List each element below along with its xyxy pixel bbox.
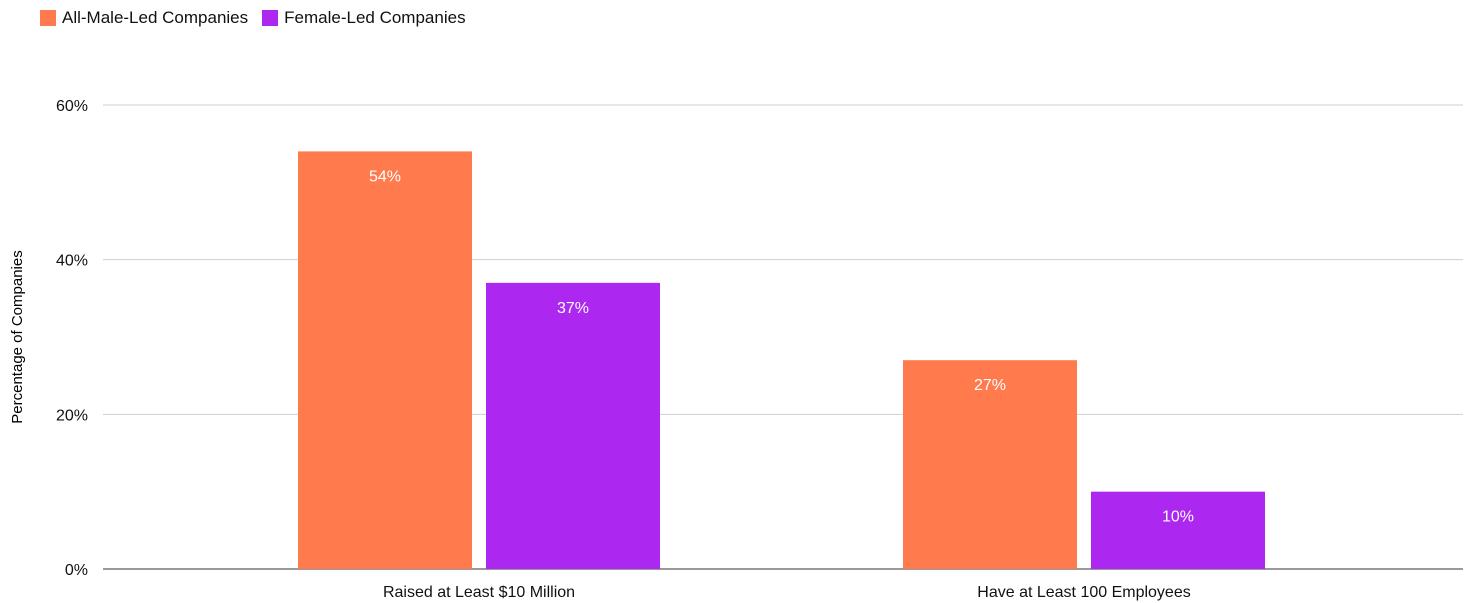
- legend-swatch-all-male-led: [40, 10, 56, 26]
- legend-swatch-female-led: [262, 10, 279, 26]
- legend-label-all-male-led: All-Male-Led Companies: [62, 8, 249, 27]
- data-label: 37%: [557, 300, 589, 317]
- data-label: 10%: [1162, 509, 1194, 526]
- y-tick-label: 40%: [56, 253, 88, 270]
- x-category-label: Have at Least 100 Employees: [977, 584, 1190, 601]
- y-tick-label: 20%: [56, 407, 88, 424]
- bar-all-male-led-1[interactable]: [298, 151, 472, 569]
- bars-layer: [298, 151, 1265, 569]
- legend-label-female-led: Female-Led Companies: [284, 8, 466, 27]
- y-axis-title: Percentage of Companies: [9, 250, 26, 423]
- y-tick-label: 60%: [56, 98, 88, 115]
- grid-layer: 0% 20% 40% 60%: [56, 98, 1463, 579]
- bar-all-male-led-2[interactable]: [903, 360, 1077, 569]
- bar-female-led-1[interactable]: [486, 282, 660, 569]
- bar-female-led-2[interactable]: [1091, 491, 1265, 569]
- legend-item-all-male-led[interactable]: All-Male-Led Companies: [40, 8, 248, 28]
- data-label: 27%: [974, 377, 1006, 394]
- data-label: 54%: [369, 168, 401, 185]
- legend: All-Male-Led Companies Female-Led Compan…: [40, 8, 466, 28]
- y-tick-label: 0%: [65, 562, 88, 579]
- x-category-label: Raised at Least $10 Million: [383, 584, 575, 601]
- labels-layer: 54% 37% Raised at Least $10 Million 27% 10% H…: [369, 168, 1194, 601]
- legend-item-female-led[interactable]: Female-Led Companies: [262, 8, 466, 28]
